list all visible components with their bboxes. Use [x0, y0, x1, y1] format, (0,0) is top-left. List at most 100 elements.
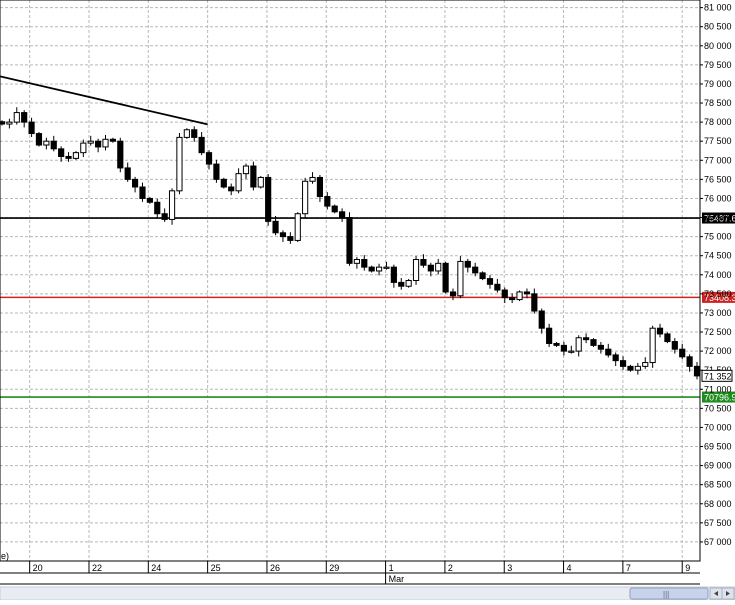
candle-down: [671, 341, 678, 350]
x-tick-label: 25: [211, 563, 221, 573]
candle-down: [346, 217, 353, 264]
y-tick-label: 73 000: [704, 308, 732, 318]
candle-up: [457, 260, 464, 297]
candle-down: [590, 339, 597, 346]
candle-down: [0, 121, 6, 125]
candle-down: [339, 211, 346, 219]
y-tick-label: 70 000: [704, 422, 732, 432]
y-tick-label: 77 000: [704, 155, 732, 165]
y-tick-label: 71 000: [704, 384, 732, 394]
price-level-tag: [702, 291, 735, 303]
candle-up: [168, 190, 176, 220]
y-tick-label: 72 500: [704, 327, 732, 337]
candle-down: [538, 310, 545, 329]
candle-down: [479, 272, 486, 280]
candle-down: [686, 356, 693, 367]
candle-down: [265, 176, 272, 222]
y-tick-label: 75 500: [704, 213, 732, 223]
candle-down: [213, 163, 220, 180]
candle-up: [294, 213, 301, 241]
y-tick-label: 67 000: [704, 537, 732, 547]
y-tick-label: 78 500: [704, 98, 732, 108]
x-tick-label: 1: [389, 563, 394, 573]
y-tick-label: 76 500: [704, 174, 732, 184]
candle-down: [560, 344, 568, 352]
candle-down: [501, 289, 508, 299]
candle-up: [257, 176, 264, 188]
trendline: [0, 75, 208, 126]
y-tick-label: 77 500: [704, 136, 732, 146]
candle-down: [509, 297, 516, 301]
candle-up: [383, 266, 390, 269]
candle-up: [309, 176, 316, 182]
candle-up: [102, 138, 109, 148]
y-tick-label: 74 000: [704, 270, 732, 280]
candle-down: [605, 348, 612, 356]
candle-down: [449, 291, 457, 297]
y-tick-label: 80 000: [704, 41, 732, 51]
candle-down: [390, 266, 397, 283]
candle-up: [6, 121, 13, 125]
scrollbar-thumb: [629, 587, 709, 600]
current-price-label: 71 352: [704, 371, 732, 381]
candle-up: [242, 165, 250, 175]
price-level-label: 75487.6: [704, 214, 735, 224]
candle-up: [235, 173, 242, 192]
candle-down: [124, 167, 131, 180]
candle-down: [627, 365, 634, 371]
candle-down: [472, 266, 479, 274]
candle-down: [597, 344, 604, 350]
candle-down: [693, 365, 701, 377]
chevron-right-icon: [726, 591, 730, 596]
candle-down: [50, 140, 57, 150]
horizontal-scrollbar[interactable]: |||: [0, 586, 735, 601]
candle-down: [368, 266, 375, 272]
candle-up: [634, 365, 641, 371]
candle-down: [161, 213, 168, 220]
candle-down: [279, 232, 287, 238]
y-tick-label: 74 500: [704, 251, 732, 261]
candle-down: [464, 260, 471, 268]
time-axis: 20 22 24 25 26 29 1 2 3 4 7 9 Mar e): [0, 551, 700, 585]
candle-down: [28, 121, 35, 135]
y-tick-label: 79 500: [704, 60, 732, 70]
y-tick-label: 69 500: [704, 442, 732, 452]
candle-down: [198, 136, 205, 154]
month-label: Mar: [389, 574, 405, 584]
x-tick-label: 3: [507, 563, 512, 573]
candle-down: [546, 327, 553, 344]
candle-down: [398, 281, 405, 287]
y-tick-label: 67 500: [704, 518, 732, 528]
candle-down: [656, 327, 664, 335]
price-level-tag: [702, 391, 735, 403]
x-tick-label: 9: [685, 563, 690, 573]
candle-down: [21, 112, 28, 123]
candle-up: [568, 350, 575, 353]
y-tick-label: 69 000: [704, 461, 732, 471]
candle-down: [619, 360, 627, 367]
candle-down: [35, 133, 43, 146]
price-axis: 81 000 80 500 80 000 79 500 79 000 78 500 78 0…: [0, 0, 733, 562]
candle-down: [427, 264, 434, 272]
x-tick-label: 2: [448, 563, 453, 573]
candle-down: [420, 259, 427, 266]
candle-down: [95, 140, 102, 148]
candle-down: [324, 196, 331, 207]
candles: [0, 107, 701, 380]
x-tick-label: 24: [151, 563, 161, 573]
y-tick-label: 68 500: [704, 480, 732, 490]
candle-down: [117, 140, 124, 169]
y-tick-label: 78 000: [704, 117, 732, 127]
y-tick-label: 68 000: [704, 499, 732, 509]
candle-up: [405, 280, 412, 287]
candle-down: [131, 178, 139, 188]
candle-up: [183, 129, 190, 138]
candle-up: [43, 140, 50, 146]
x-tick-label: 26: [270, 563, 280, 573]
candle-down: [494, 283, 501, 291]
price-level-label: 70796.9: [704, 393, 735, 403]
candle-down: [531, 293, 538, 312]
candle-down: [228, 186, 235, 192]
scrollbar-track: [0, 586, 735, 601]
